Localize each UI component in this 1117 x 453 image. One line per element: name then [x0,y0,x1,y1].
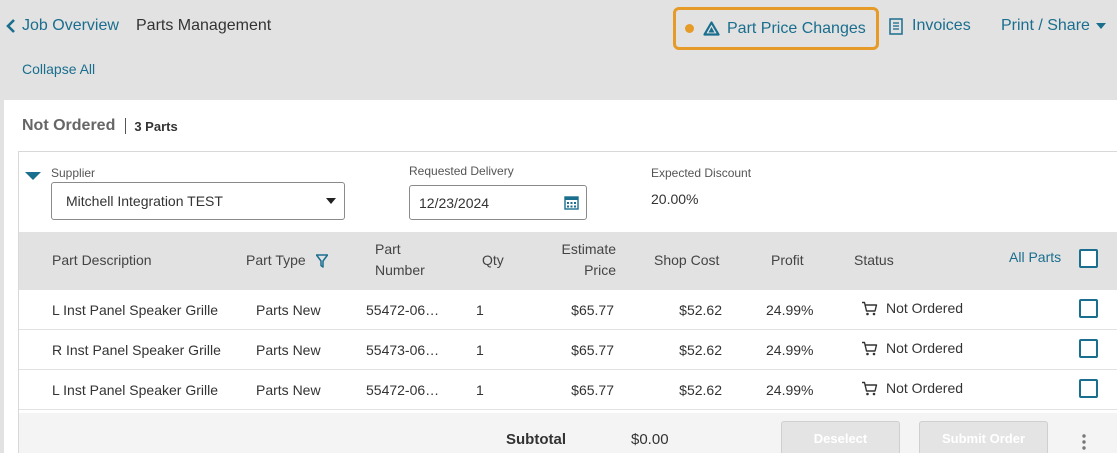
qty: 1 [476,302,484,318]
parts-count: 3 Parts [134,118,178,134]
parts-table-header: Part Description Part Type Part Number Q… [19,232,1117,290]
deselect-button[interactable]: Deselect [781,421,900,453]
col-part-number: Part Number [375,239,425,281]
parts-panel: Not Ordered 3 Parts Supplier Mitchell In… [4,100,1117,453]
select-all-checkbox[interactable] [1079,249,1098,268]
order-status: Not Ordered [861,340,963,356]
chevron-left-icon [6,19,15,33]
table-row: R Inst Panel Speaker Grille Parts New 55… [19,330,1117,370]
requested-delivery-label: Requested Delivery [409,164,514,178]
col-part-number-line2: Number [375,262,425,278]
shop-cost: $52.62 [679,342,722,358]
col-status: Status [854,252,894,268]
table-row: L Inst Panel Speaker Grille Parts New 55… [19,290,1117,330]
part-number: 55472-06… [366,302,440,318]
divider [125,118,127,134]
part-description: L Inst Panel Speaker Grille [52,302,219,318]
col-part-type: Part Type [246,250,328,271]
supplier-select[interactable]: Mitchell Integration TEST [51,182,345,220]
subtotal-value: $0.00 [631,431,669,448]
part-type: Parts New [256,302,321,318]
more-options-icon[interactable] [1081,433,1087,451]
page-title: Parts Management [136,17,272,34]
part-price-changes-label: Part Price Changes [727,19,866,37]
estimate-price: $65.77 [571,382,614,398]
requested-delivery-value: 12/23/2024 [419,194,490,211]
row-checkbox[interactable] [1079,299,1098,318]
part-description: L Inst Panel Speaker Grille [52,382,219,398]
col-estimate-price-line1: Estimate [561,241,616,257]
col-profit: Profit [771,252,804,268]
order-status-label: Not Ordered [886,380,964,396]
profit: 24.99% [766,382,814,398]
cart-icon [862,381,878,395]
shop-cost: $52.62 [679,302,722,318]
calendar-icon[interactable] [564,195,579,210]
col-part-type-label: Part Type [246,252,306,268]
filter-icon[interactable] [315,253,328,268]
document-list-icon [889,17,903,35]
shop-cost: $52.62 [679,382,722,398]
invoices-button[interactable]: Invoices [889,17,971,35]
order-status: Not Ordered [861,380,963,396]
supplier-label: Supplier [51,166,96,180]
col-shop-cost: Shop Cost [654,252,720,268]
part-type: Parts New [256,382,321,398]
order-status-label: Not Ordered [886,340,964,356]
order-status-label: Not Ordered [886,300,964,316]
qty: 1 [476,382,484,398]
col-estimate-price: Estimate Price [539,239,616,281]
part-price-changes-button[interactable]: Part Price Changes [673,7,879,50]
supplier-select-value: Mitchell Integration TEST [66,193,223,209]
cart-icon [862,301,878,315]
profit: 24.99% [766,302,814,318]
expected-discount-value: 20.00% [651,191,699,207]
back-to-job-overview-link[interactable]: Job Overview [6,16,119,36]
dropdown-arrow-icon [326,198,336,204]
col-estimate-price-line2: Price [584,262,616,278]
row-checkbox[interactable] [1079,379,1098,398]
expected-discount-label: Expected Discount [651,166,752,180]
profit: 24.99% [766,342,814,358]
status-group-title: Not Ordered [22,117,116,134]
col-part-description: Part Description [52,252,152,268]
back-link-label: Job Overview [22,17,119,34]
print-share-dropdown[interactable]: Print / Share [1001,17,1106,35]
part-description: R Inst Panel Speaker Grille [52,342,221,358]
group-footer: Subtotal $0.00 Deselect Submit Order [19,413,1117,453]
order-status: Not Ordered [861,300,963,316]
col-qty: Qty [482,252,504,268]
collapse-all-link[interactable]: Collapse All [22,61,96,77]
col-part-number-line1: Part [375,241,401,257]
invoices-label: Invoices [912,17,971,34]
status-group-header: Not Ordered 3 Parts [22,117,178,135]
notification-dot-icon [685,24,694,33]
triangle-alert-icon [703,21,720,36]
supplier-group: Supplier Mitchell Integration TEST Reque… [18,151,1117,453]
part-number: 55473-06… [366,342,440,358]
caret-down-icon [1095,22,1106,29]
row-checkbox[interactable] [1079,339,1098,358]
estimate-price: $65.77 [571,302,614,318]
top-header: Job Overview Parts Management Collapse A… [0,0,1117,92]
all-parts-link[interactable]: All Parts [1009,249,1062,265]
qty: 1 [476,342,484,358]
print-share-label: Print / Share [1001,17,1090,34]
part-type: Parts New [256,342,321,358]
collapse-caret-icon[interactable] [25,171,41,181]
requested-delivery-date-field[interactable]: 12/23/2024 [409,185,587,220]
table-row: L Inst Panel Speaker Grille Parts New 55… [19,370,1117,410]
submit-order-button[interactable]: Submit Order [919,421,1048,453]
estimate-price: $65.77 [571,342,614,358]
part-number: 55472-06… [366,382,440,398]
cart-icon [862,341,878,355]
subtotal-label: Subtotal [506,431,566,448]
